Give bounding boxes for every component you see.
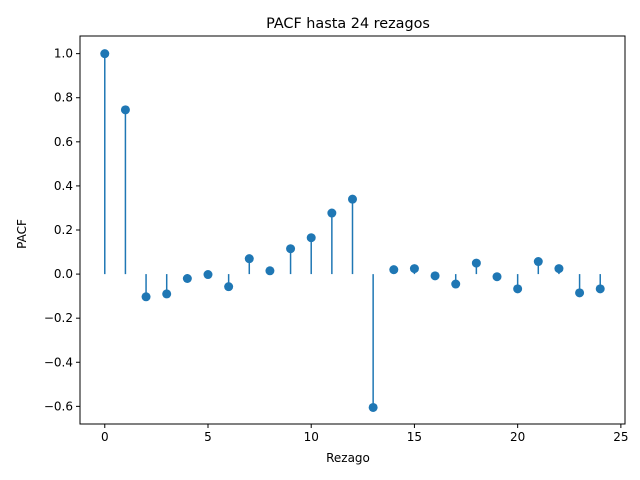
y-tick-label: 0.8 (54, 91, 73, 105)
stem-marker (265, 266, 275, 276)
stem-marker (348, 194, 357, 204)
y-tick-label: −0.2 (44, 311, 73, 325)
stem-marker (430, 271, 440, 281)
chart-title: PACF hasta 24 rezagos (266, 16, 430, 32)
x-tick-label: 10 (304, 430, 319, 444)
stem-marker (492, 272, 502, 282)
stem-marker (100, 49, 110, 59)
y-tick-label: 0.6 (54, 135, 73, 149)
stem-marker (451, 279, 461, 289)
stem-marker (471, 258, 481, 268)
stem-marker (595, 284, 605, 294)
stem-marker (409, 264, 419, 274)
x-tick-label: 25 (613, 430, 628, 444)
stem-marker (554, 264, 564, 274)
stem-marker (327, 208, 337, 218)
y-tick-label: −0.6 (44, 399, 73, 413)
plot-frame (79, 35, 626, 425)
stem-marker (244, 254, 254, 264)
stem-marker (141, 292, 151, 302)
stem-lines (104, 53, 601, 408)
stem-marker (286, 244, 296, 254)
stem-marker (182, 274, 192, 283)
stem-markers (100, 49, 605, 412)
stem-marker (120, 105, 130, 115)
x-tick-label: 5 (204, 430, 212, 444)
y-tick-label: 0.0 (54, 267, 73, 281)
stem-marker (203, 270, 213, 280)
x-tick-label: 0 (101, 430, 109, 444)
stem-marker (533, 257, 543, 267)
y-axis-label: PACF (15, 219, 29, 249)
stem-marker (224, 282, 234, 292)
x-tick-label: 15 (407, 430, 422, 444)
stem-marker (162, 289, 172, 299)
stem-marker (389, 265, 399, 275)
x-axis-label: Rezago (326, 451, 370, 465)
stem-marker (306, 233, 316, 243)
stem-marker (368, 402, 378, 412)
axis-ticks: 0 5 10 15 20 25 −0.6 −0.4 −0.2 0.0 0.2 0.4 0.6 0.8 1.0 (44, 47, 629, 444)
stem-marker (575, 288, 585, 298)
stem-marker (513, 284, 523, 294)
y-tick-label: 1.0 (54, 47, 73, 61)
y-tick-label: −0.4 (44, 355, 73, 369)
x-tick-label: 20 (510, 430, 525, 444)
y-tick-label: 0.2 (54, 223, 73, 237)
y-tick-label: 0.4 (54, 179, 73, 193)
